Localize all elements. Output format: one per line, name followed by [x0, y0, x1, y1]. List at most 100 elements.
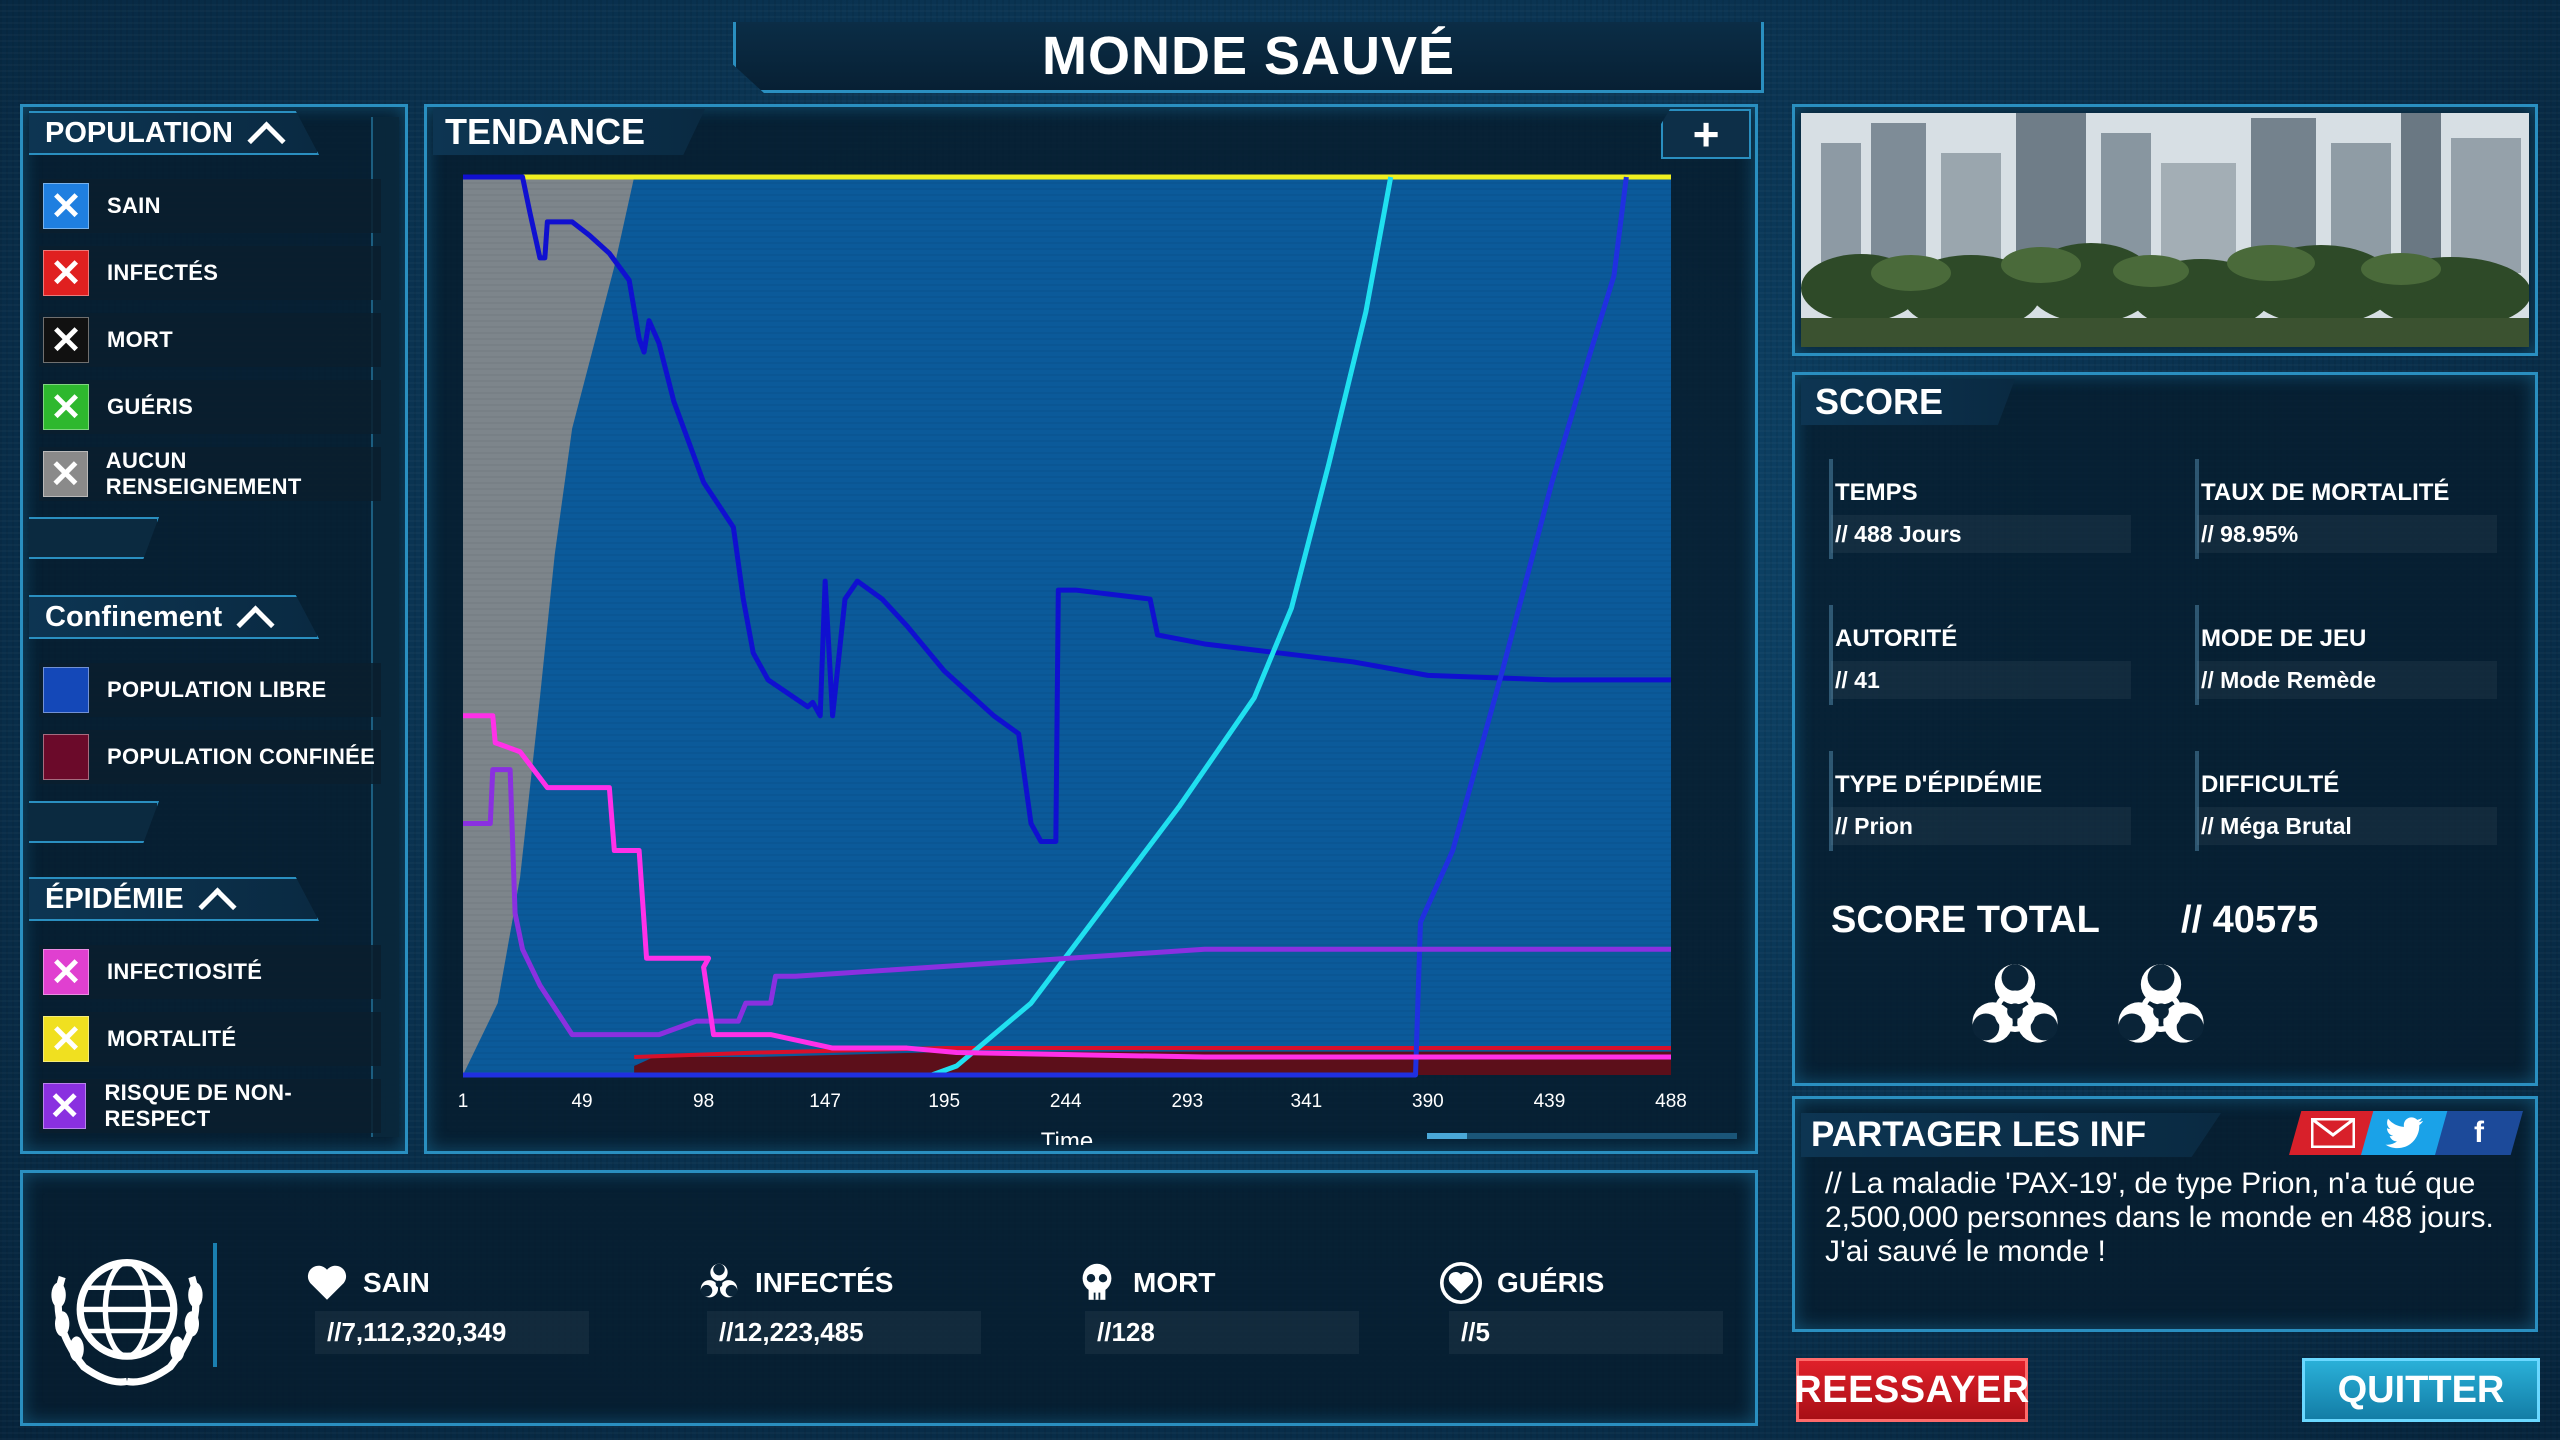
- heart-icon: [307, 1265, 347, 1300]
- stat-mort-label: MORT: [1133, 1267, 1216, 1298]
- legend-sidebar: POPULATION ✕ SAIN ✕ INFECTÉS ✕ MORT ✕ GUÉRIS ✕ AU…: [20, 104, 408, 1154]
- score-stat-value: // 98.95%: [2201, 521, 2299, 547]
- toggle-checkbox[interactable]: ✕: [43, 1016, 89, 1062]
- legend-item[interactable]: ✕ INFECTIOSITÉ: [39, 945, 381, 999]
- legend-item-label: RISQUE DE NON-RESPECT: [104, 1080, 293, 1131]
- stat-sain: SAIN //7,112,320,349: [303, 1259, 593, 1359]
- color-swatch: [43, 667, 89, 713]
- plot-area: [463, 177, 1671, 1075]
- city-photo: [1801, 113, 2529, 347]
- title-banner: MONDE SAUVÉ: [733, 22, 1764, 93]
- stat-bar: [1831, 515, 2131, 553]
- series-line: [463, 713, 1671, 1060]
- legend-item[interactable]: ✕ MORT: [39, 313, 381, 367]
- stat-rule: [2195, 751, 2199, 851]
- quit-button[interactable]: QUITTER: [2302, 1358, 2540, 1422]
- chevron-up-icon: [247, 120, 286, 155]
- stat-mort-value: //128: [1085, 1311, 1359, 1354]
- population-header-label: POPULATION: [45, 116, 233, 149]
- score-stat-key: DIFFICULTÉ: [2201, 771, 2340, 798]
- legend-item[interactable]: ✕ MORTALITÉ: [39, 1012, 381, 1066]
- legend-item-label: INFECTÉS: [107, 260, 219, 285]
- legend-item-label: INFECTIOSITÉ: [107, 959, 263, 984]
- toggle-checkbox[interactable]: ✕: [43, 1083, 87, 1129]
- world-laurel-icon: [51, 1259, 203, 1386]
- x-tick-label: 1: [458, 1091, 469, 1112]
- stat-gueris-label: GUÉRIS: [1497, 1267, 1605, 1298]
- legend-item[interactable]: ✕ INFECTÉS: [39, 246, 381, 300]
- share-message: // La maladie 'PAX-19', de type Prion, n…: [1825, 1167, 2494, 1268]
- stat-mort: MORT //128: [1073, 1259, 1363, 1359]
- legend-item[interactable]: ✕ GUÉRIS: [39, 380, 381, 434]
- stat-sain-label: SAIN: [363, 1267, 430, 1298]
- facebook-icon: f: [2474, 1116, 2484, 1149]
- score-stat: TAUX DE MORTALITÉ // 98.95%: [2187, 455, 2513, 565]
- epidemie-header[interactable]: ÉPIDÉMIE: [29, 877, 319, 921]
- legend-item-label: AUCUN RENSEIGNEMENT: [105, 448, 302, 499]
- toggle-checkbox[interactable]: ✕: [43, 250, 89, 296]
- series-line: [463, 174, 1671, 845]
- legend-item-label: POPULATION CONFINÉE: [107, 744, 376, 769]
- stat-bar: [2197, 807, 2497, 845]
- skull-icon: [1082, 1263, 1112, 1300]
- toggle-checkbox[interactable]: ✕: [43, 317, 89, 363]
- x-tick-label: 98: [693, 1091, 714, 1112]
- confinement-header[interactable]: Confinement: [29, 595, 319, 639]
- stat-sain-value: //7,112,320,349: [315, 1311, 589, 1354]
- toggle-checkbox[interactable]: ✕: [43, 949, 89, 995]
- score-stat: TEMPS // 488 Jours: [1821, 455, 2147, 565]
- score-stat-key: MODE DE JEU: [2201, 625, 2367, 652]
- toggle-checkbox[interactable]: ✕: [43, 451, 88, 497]
- score-panel: SCORE TEMPS // 488 Jours TAUX DE MORTALITÉ…: [1792, 372, 2538, 1086]
- twitter-share-button[interactable]: [2361, 1111, 2449, 1155]
- biohazard-icon: [1972, 964, 2058, 1043]
- toggle-checkbox[interactable]: ✕: [43, 384, 89, 430]
- toggle-checkbox[interactable]: ✕: [43, 183, 89, 229]
- legend-item-label: GUÉRIS: [107, 394, 194, 419]
- legend-item[interactable]: POPULATION LIBRE: [39, 663, 381, 717]
- score-stat: AUTORITÉ // 41: [1821, 601, 2147, 711]
- epidemie-header-label: ÉPIDÉMIE: [45, 882, 184, 915]
- score-stat-value: // 488 Jours: [1835, 521, 1962, 547]
- world-stats-bar: SAIN //7,112,320,349 INFECTÉS //12,223,4…: [20, 1170, 1758, 1426]
- legend-item-label: MORT: [107, 327, 173, 352]
- trend-chart: 1 49 98 147 195 244 293 341 390 439 488 Time: [458, 174, 1737, 1145]
- score-stat-value: // 41: [1835, 667, 1880, 693]
- chevron-up-icon: [236, 604, 275, 639]
- email-share-button[interactable]: [2289, 1111, 2377, 1155]
- series-line: [463, 176, 1394, 1078]
- x-tick-label: 147: [809, 1091, 841, 1112]
- confinement-header-label: Confinement: [45, 600, 223, 633]
- stat-bar: [2197, 661, 2497, 699]
- twitter-icon: [2385, 1117, 2423, 1149]
- legend-item[interactable]: ✕ SAIN: [39, 179, 381, 233]
- legend-item[interactable]: POPULATION CONFINÉE: [39, 730, 381, 784]
- retry-button[interactable]: REESSAYER: [1794, 1358, 2029, 1422]
- stat-rule: [2195, 605, 2199, 705]
- chevron-up-icon: [198, 886, 237, 921]
- score-stat: MODE DE JEU // Mode Remède: [2187, 601, 2513, 711]
- chart-scroll-track: [1427, 1133, 1737, 1139]
- confinement-toggle-stub[interactable]: [29, 801, 159, 843]
- score-title: SCORE: [1801, 379, 2015, 425]
- facebook-share-button[interactable]: f: [2435, 1111, 2523, 1155]
- score-stat: DIFFICULTÉ // Méga Brutal: [2187, 747, 2513, 857]
- population-toggle-stub[interactable]: [29, 517, 159, 559]
- legend-item[interactable]: ✕ AUCUN RENSEIGNEMENT: [39, 447, 381, 501]
- population-header[interactable]: POPULATION: [29, 111, 319, 155]
- stat-rule: [1829, 605, 1833, 705]
- x-tick-label: 341: [1291, 1091, 1323, 1112]
- trend-chart-panel: TENDANCE + 1 49 98 147 195 244 293 341 390 439 488…: [424, 104, 1758, 1154]
- color-swatch: [43, 734, 89, 780]
- legend-item[interactable]: ✕ RISQUE DE NON-RESPECT: [39, 1079, 381, 1133]
- score-total-label: SCORE TOTAL: [1831, 899, 2100, 941]
- series-line: [463, 176, 1629, 1078]
- page-title: MONDE SAUVÉ: [1041, 26, 1456, 86]
- city-photo-panel: [1792, 104, 2538, 356]
- expand-chart-button[interactable]: +: [1661, 109, 1751, 159]
- x-tick-label: 244: [1050, 1091, 1082, 1112]
- stat-bar: [1831, 807, 2131, 845]
- biohazard-icon: [2118, 964, 2204, 1043]
- stat-bar: [2197, 515, 2497, 553]
- score-stat-key: AUTORITÉ: [1835, 625, 1958, 652]
